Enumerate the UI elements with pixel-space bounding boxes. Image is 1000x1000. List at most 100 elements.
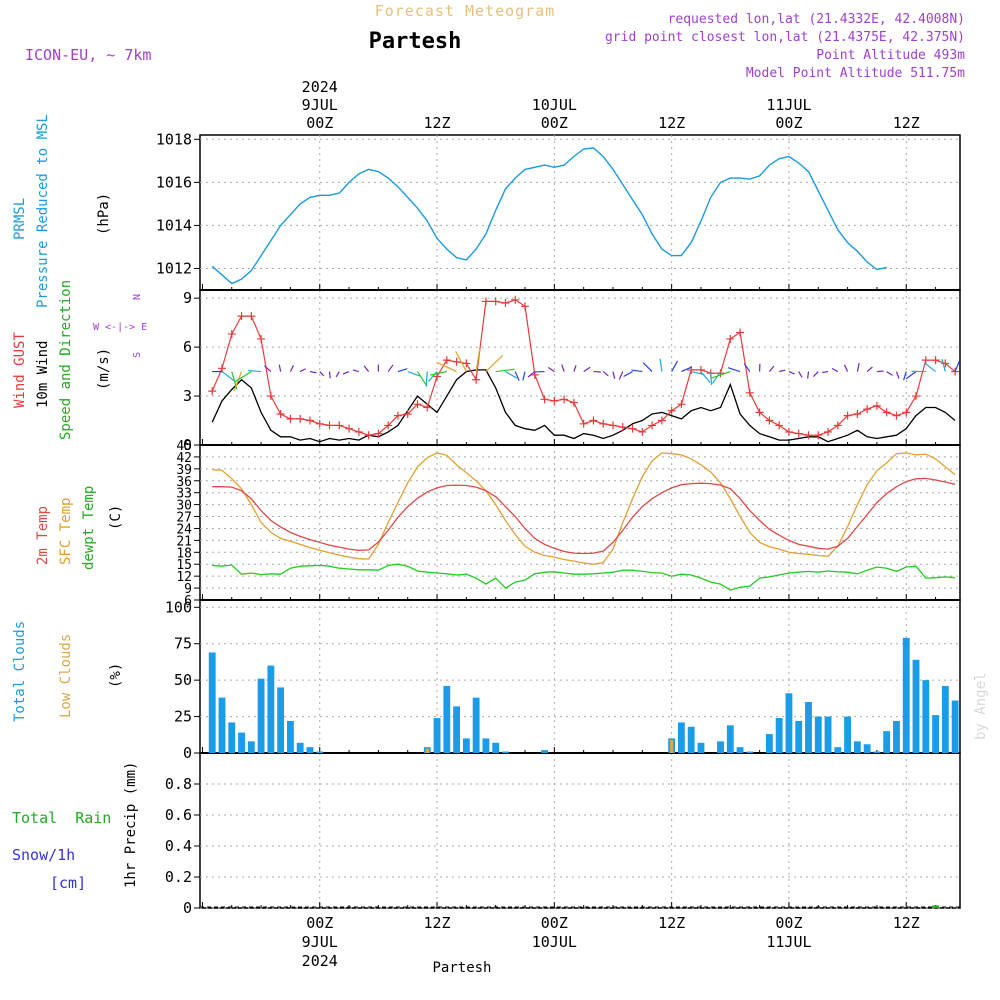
wind-arrow <box>425 371 428 387</box>
low-cloud-bar <box>425 748 429 753</box>
gust-point <box>775 421 784 430</box>
bottom-year: 2024 <box>302 952 338 970</box>
gust-point <box>237 312 246 321</box>
gust-point <box>579 419 588 428</box>
wind-arrow <box>700 371 711 383</box>
gust-point <box>276 410 285 418</box>
gust-point <box>696 365 705 374</box>
temp-unit: (C) <box>108 505 124 530</box>
model-label: ICON-EU, ~ 7km <box>25 46 151 64</box>
total-cloud-bar <box>228 722 236 753</box>
wind-arrow <box>602 371 609 377</box>
top-hour: 00Z <box>541 114 568 132</box>
total-cloud-bar <box>443 685 451 753</box>
wind-arrow <box>561 364 565 372</box>
ytick-label: 25 <box>174 708 192 726</box>
compass-s: S <box>132 352 143 358</box>
wind-arrow <box>583 366 591 373</box>
total-cloud-bar <box>853 741 861 753</box>
top-day: 10JUL <box>532 96 577 114</box>
ytick-label: 0.2 <box>165 868 192 886</box>
gust-point <box>345 424 354 433</box>
ytick-label: 18 <box>176 546 192 561</box>
gust-point <box>726 334 735 343</box>
wind-arrow <box>221 371 235 382</box>
low-clouds-label: Low Clouds <box>58 634 74 718</box>
prmsl-line <box>211 147 887 285</box>
ytick-label: 1012 <box>156 259 192 277</box>
wind-arrow <box>428 371 438 382</box>
total-cloud-bar <box>267 665 275 753</box>
gust-point <box>442 356 451 365</box>
total-cloud-bar <box>932 715 939 753</box>
total-cloud-bar <box>863 744 871 753</box>
model-altitude: Model Point Altitude 511.75m <box>746 66 965 81</box>
gust-point <box>824 427 833 436</box>
total-cloud-bar <box>883 731 891 753</box>
wind-arrow <box>278 364 282 372</box>
bottom-hour: 12Z <box>893 914 920 932</box>
wind-arrow <box>233 371 243 392</box>
ytick-label: 75 <box>174 635 192 653</box>
gust-point <box>208 387 217 396</box>
top-day: 11JUL <box>766 96 811 114</box>
wind-arrow <box>856 363 860 372</box>
total-cloud-bar <box>893 720 900 753</box>
rain-bar <box>932 905 939 908</box>
gust-point <box>608 421 617 430</box>
gust-point <box>843 411 852 420</box>
bottom-day: 9JUL <box>302 933 338 951</box>
total-cloud-bar <box>824 716 832 753</box>
total-cloud-bar <box>286 720 294 753</box>
ytick-label: 30 <box>176 499 192 514</box>
wind-arrow <box>485 354 504 373</box>
wind-arrow <box>807 371 810 379</box>
total-cloud-bar <box>502 751 509 753</box>
total-cloud-bar <box>726 725 734 753</box>
wind-arrow <box>547 366 555 373</box>
product-title: Forecast Meteogram <box>375 2 556 20</box>
gust-point <box>315 419 324 428</box>
wind-arrow <box>289 365 295 372</box>
gust-point <box>716 369 725 378</box>
total-cloud-bar <box>677 722 685 753</box>
ytick-label: 9 <box>184 582 192 597</box>
wind-arrow <box>710 371 713 385</box>
gust-point <box>325 421 334 430</box>
ytick-label: 36 <box>176 475 192 490</box>
wind-arrow <box>779 369 786 373</box>
ytick-label: 15 <box>176 558 192 573</box>
gust-point <box>794 429 803 438</box>
bottom-hour: 12Z <box>658 914 685 932</box>
wind10-line <box>211 369 956 443</box>
gust-point <box>374 429 383 438</box>
total-cloud-bar <box>765 734 773 753</box>
gust-point <box>413 400 422 409</box>
ytick-label: 1016 <box>156 173 192 191</box>
total-cloud-bar <box>922 680 930 753</box>
ytick-label: 9 <box>183 289 192 307</box>
gust-point <box>648 421 657 430</box>
gust-point <box>755 408 764 417</box>
top-year: 2024 <box>302 78 338 96</box>
wind-arrow <box>522 371 526 381</box>
wind-arrow <box>342 371 350 375</box>
total-cloud-bar <box>316 751 324 753</box>
wind-arrow <box>397 368 408 373</box>
ytick-label: 0.6 <box>165 806 192 824</box>
gust-point <box>511 295 520 304</box>
ytick-label: 6 <box>183 338 192 356</box>
total-cloud-bar <box>687 726 695 753</box>
ytick-label: 0 <box>183 899 192 917</box>
gust-point <box>286 414 295 423</box>
prmsl-label: PRMSL <box>12 198 28 240</box>
gust-point <box>784 427 793 436</box>
wind-arrow <box>954 361 960 372</box>
wind-arrow <box>642 362 653 373</box>
sfc-temp-line <box>212 452 956 565</box>
temp2m-line <box>212 477 956 555</box>
wind-arrow <box>727 367 741 373</box>
wind-arrow <box>505 371 518 379</box>
wind-arrow <box>495 368 515 373</box>
